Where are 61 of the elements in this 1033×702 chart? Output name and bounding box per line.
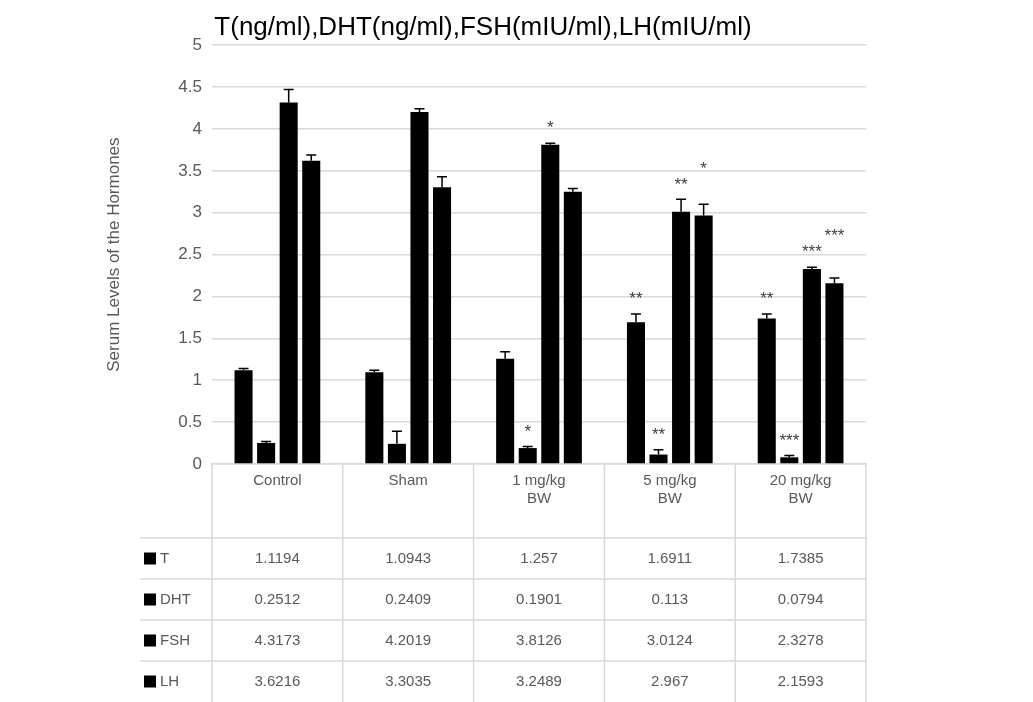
annotation: ** <box>629 289 643 309</box>
data-label: 0.2512 <box>254 589 301 607</box>
chart-title: T(ng/ml),DHT(ng/ml),FSH(mIU/ml),LH(mIU/ml) <box>214 10 752 41</box>
annotation: *** <box>779 430 800 450</box>
data-label: 3.6216 <box>254 671 301 689</box>
annotation: ** <box>651 424 666 444</box>
annotation: *** <box>824 226 845 246</box>
y-tick-label: 4.5 <box>178 76 202 96</box>
bar <box>234 370 253 464</box>
bar <box>410 112 429 464</box>
x-tick-label: 20 mg/kg BW <box>769 471 832 507</box>
bar <box>365 372 384 464</box>
data-label: 0.113 <box>651 589 689 607</box>
data-label: 2.1593 <box>777 671 824 689</box>
data-label: 4.2019 <box>385 630 432 648</box>
x-tick-label: 1 mg/kg BW <box>512 471 566 507</box>
y-tick-label: 2 <box>192 286 202 306</box>
data-label: 2.3278 <box>777 630 824 648</box>
legend-label: FSH <box>160 630 190 648</box>
bar <box>563 191 582 464</box>
y-tick-label: 5 <box>192 34 202 54</box>
data-label: 1.1194 <box>255 548 300 566</box>
y-tick-label: 0 <box>192 453 202 473</box>
data-label: 1.7385 <box>777 548 824 566</box>
data-label: 0.1901 <box>516 589 562 607</box>
bar <box>541 144 560 464</box>
data-label: 2.967 <box>651 671 689 689</box>
data-label: 4.3173 <box>254 630 301 648</box>
data-label: 3.2489 <box>516 671 562 689</box>
data-label: 0.0794 <box>777 589 824 607</box>
y-tick-label: 4 <box>192 118 202 138</box>
y-tick-label: 1 <box>192 369 202 389</box>
annotation: * <box>546 118 554 138</box>
annotation: ** <box>674 174 689 194</box>
data-label: 3.8126 <box>516 630 562 648</box>
x-tick-label: 5 mg/kg BW <box>643 471 697 507</box>
data-label: 3.3035 <box>385 671 432 689</box>
legend-label: LH <box>160 671 180 689</box>
data-label: 1.6911 <box>647 548 693 566</box>
bar <box>257 442 276 464</box>
y-tick-label: 3.5 <box>178 160 202 180</box>
data-label: 1.0943 <box>385 548 432 566</box>
annotation: * <box>700 158 708 178</box>
data-label: 0.2409 <box>385 589 432 607</box>
annotation: *** <box>801 242 823 262</box>
x-tick-label: Sham <box>388 471 428 489</box>
annotation: * <box>524 421 532 441</box>
y-tick-label: 0.5 <box>178 411 202 431</box>
y-tick-label: 3 <box>192 202 202 222</box>
legend-label: T <box>160 548 170 566</box>
x-tick-label: Control <box>253 471 302 489</box>
data-label: 3.0124 <box>646 630 693 648</box>
y-tick-label: 1.5 <box>178 328 202 348</box>
data-label: 1.257 <box>520 548 558 566</box>
y-tick-label: 2.5 <box>178 244 202 264</box>
bar <box>518 448 537 464</box>
y-axis-title: Serum Levels of the Hormones <box>103 137 123 372</box>
bar <box>802 269 821 464</box>
legend-label: DHT <box>160 589 191 607</box>
annotation: ** <box>760 289 774 309</box>
bar <box>780 457 799 464</box>
